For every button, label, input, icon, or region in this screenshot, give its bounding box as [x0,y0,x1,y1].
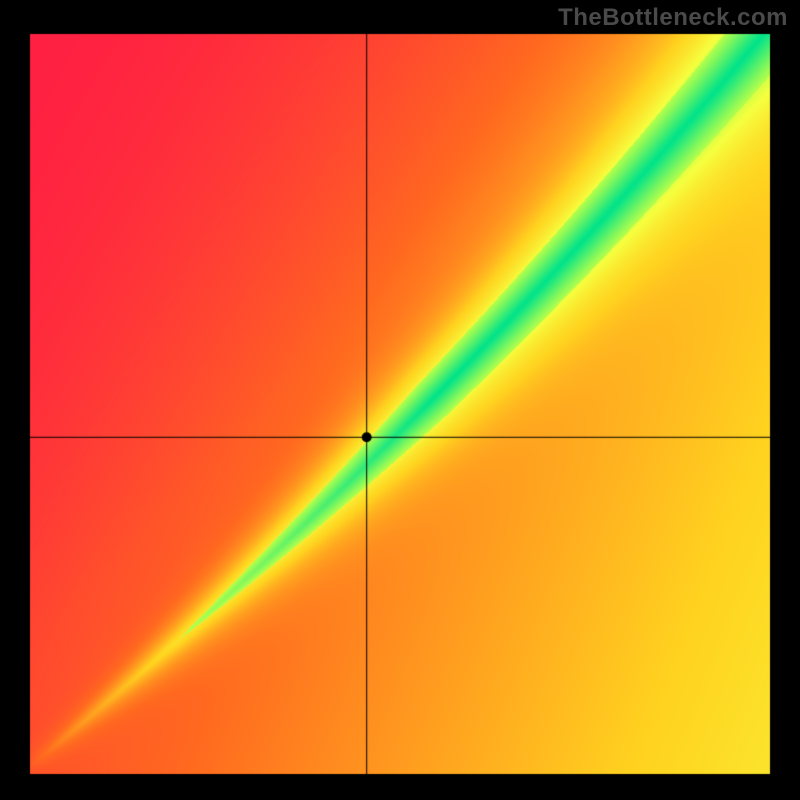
watermark-text: TheBottleneck.com [558,4,788,32]
image-root: TheBottleneck.com [0,0,800,800]
bottleneck-heatmap [0,0,800,800]
